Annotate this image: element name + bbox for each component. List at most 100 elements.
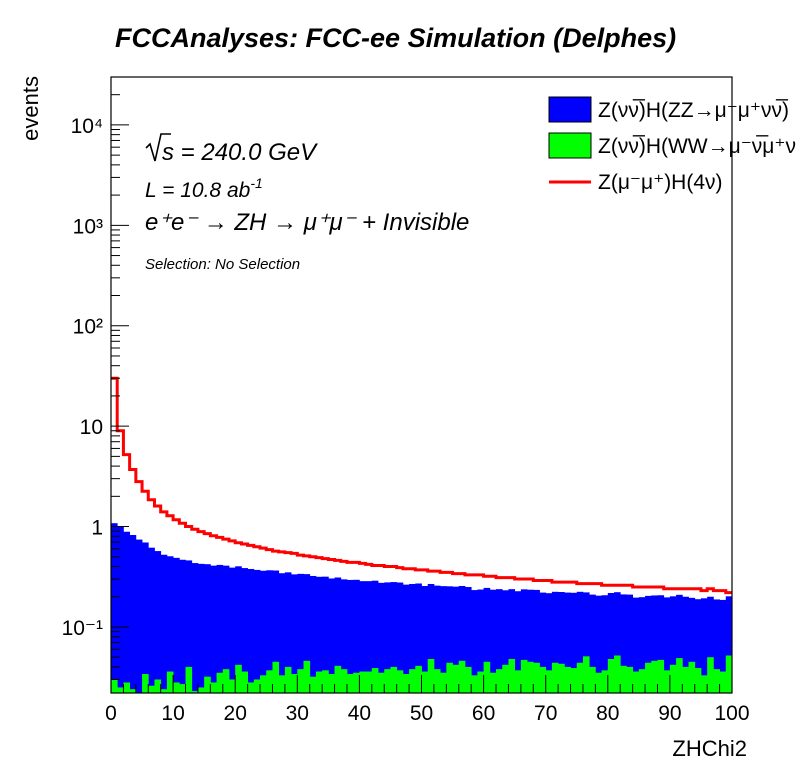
bar-zz xyxy=(564,592,571,693)
bar-ww xyxy=(657,659,665,693)
bar-zz xyxy=(458,585,466,693)
bar-zz xyxy=(371,580,379,693)
bar-zz xyxy=(694,599,702,693)
bar-zz xyxy=(117,526,124,693)
bar-zz xyxy=(527,589,534,693)
bar-ww xyxy=(185,666,193,693)
bar-zz xyxy=(651,595,658,693)
x-tick-label: 0 xyxy=(105,702,117,725)
bar-ww xyxy=(409,669,416,693)
bar-ww xyxy=(272,661,280,693)
bar-zz xyxy=(614,592,621,693)
bar-zz xyxy=(148,547,155,693)
bar-zz xyxy=(340,579,348,693)
bar-ww xyxy=(527,661,534,693)
bar-ww xyxy=(154,679,162,693)
bar-zz xyxy=(471,590,478,693)
bar-ww xyxy=(508,658,516,693)
bar-ww xyxy=(539,666,547,693)
bar-zz xyxy=(322,576,329,693)
chart-title: FCCAnalyses: FCC-ee Simulation (Delphes) xyxy=(115,23,676,53)
bar-zz xyxy=(328,578,335,693)
bar-zz xyxy=(142,542,149,693)
bar-zz xyxy=(514,591,522,693)
bar-ww xyxy=(309,676,317,693)
bar-zz xyxy=(334,577,342,693)
bar-ww xyxy=(582,656,590,693)
bar-zz xyxy=(185,560,193,693)
bar-ww xyxy=(390,666,398,693)
bar-zz xyxy=(390,582,398,693)
bar-ww xyxy=(452,664,460,693)
bar-ww xyxy=(564,666,571,693)
y-tick-label: 10³ xyxy=(73,215,103,238)
bar-ww xyxy=(415,665,422,693)
bar-ww xyxy=(651,660,658,693)
bar-ww xyxy=(440,672,447,693)
bar-zz xyxy=(558,591,565,693)
bar-zz xyxy=(601,595,609,693)
bar-ww xyxy=(204,676,211,693)
bar-zz xyxy=(551,591,559,693)
bar-zz xyxy=(179,559,186,693)
bar-zz xyxy=(707,596,714,693)
bar-ww xyxy=(297,669,304,693)
bar-ww xyxy=(160,689,168,693)
bar-ww xyxy=(166,671,174,693)
y-tick-label: 10⁻¹ xyxy=(62,617,103,640)
bar-ww xyxy=(645,662,652,693)
bar-ww xyxy=(353,672,360,693)
bar-ww xyxy=(533,662,540,693)
bar-zz xyxy=(197,563,205,693)
bar-zz xyxy=(154,551,162,693)
bar-zz xyxy=(688,597,696,693)
bar-zz xyxy=(427,583,435,693)
x-tick-label: 80 xyxy=(596,702,619,725)
bar-ww xyxy=(713,669,720,693)
bar-zz xyxy=(260,570,267,693)
x-tick-label: 60 xyxy=(472,702,495,725)
bar-ww xyxy=(179,684,186,693)
bar-ww xyxy=(396,670,404,693)
sqrt-s-annotation: s = 240.0 GeV xyxy=(145,133,318,166)
bar-ww xyxy=(620,665,627,693)
bar-zz xyxy=(421,585,429,693)
x-tick-label: 40 xyxy=(348,702,371,725)
bar-zz xyxy=(440,586,447,693)
bar-zz xyxy=(297,573,304,693)
bar-ww xyxy=(471,675,478,693)
bar-ww xyxy=(446,662,453,693)
bar-ww xyxy=(334,665,342,693)
bar-zz xyxy=(682,596,689,693)
bar-ww xyxy=(191,691,199,693)
bar-zz xyxy=(520,589,528,693)
y-tick-label: 10 xyxy=(80,416,103,439)
bar-ww xyxy=(545,670,553,693)
bar-ww xyxy=(595,672,602,693)
bar-ww xyxy=(315,671,323,693)
bar-zz xyxy=(589,594,596,693)
bar-ww xyxy=(725,655,733,693)
bar-ww xyxy=(483,661,491,693)
legend-swatch-ww xyxy=(548,132,592,159)
legend-swatch-zz xyxy=(548,96,592,123)
bar-ww xyxy=(719,671,727,693)
y-tick-label: 10² xyxy=(73,316,103,339)
bar-ww xyxy=(458,660,466,693)
bar-zz xyxy=(303,574,311,693)
bar-zz xyxy=(570,592,578,693)
bar-zz xyxy=(123,531,131,693)
bar-zz xyxy=(278,573,286,693)
legend-label-4nu: Z(μ⁻μ⁺)H(4ν) xyxy=(598,171,723,194)
bar-ww xyxy=(558,663,565,693)
bar-ww xyxy=(496,669,503,693)
bar-ww xyxy=(570,668,578,693)
bar-ww xyxy=(576,662,584,693)
bar-zz xyxy=(353,579,360,693)
bar-ww xyxy=(346,674,354,693)
bar-ww xyxy=(489,672,497,693)
bar-ww xyxy=(173,682,180,693)
bar-zz xyxy=(266,570,273,693)
bar-ww xyxy=(614,655,621,693)
